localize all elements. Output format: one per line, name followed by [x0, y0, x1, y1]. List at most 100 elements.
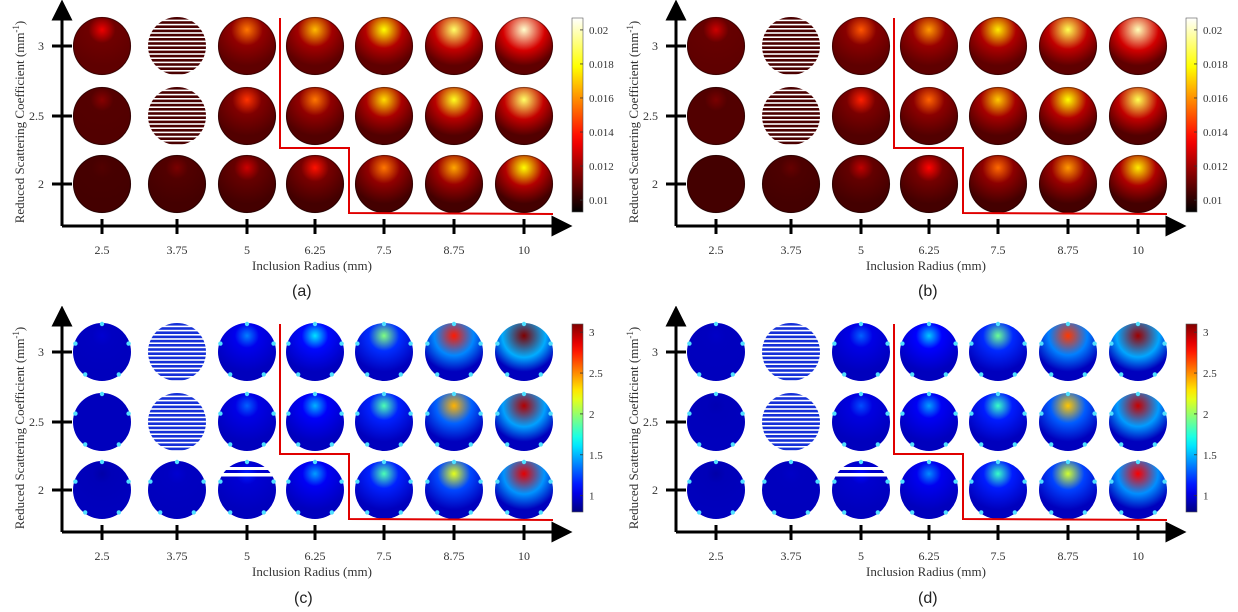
x-tick-label: 2.5 [95, 243, 110, 257]
heatmap-cell [831, 16, 891, 76]
panel-label-b: (b) [918, 283, 938, 300]
heatmap-cell [217, 86, 277, 146]
x-tick-label: 2.5 [709, 549, 724, 563]
heatmap-cell [425, 321, 483, 381]
colorbar-tick-label: 1 [589, 491, 595, 503]
y-tick-label: 2.5 [643, 415, 658, 429]
colorbar-tick-label: 2 [589, 409, 595, 421]
heatmap-cell [832, 391, 890, 451]
heatmap-cell [900, 459, 958, 519]
heatmap-cell [687, 321, 745, 381]
heatmap-cell [1039, 321, 1097, 381]
colorbar-tick-label: 0.016 [1203, 93, 1228, 105]
x-tick-label: 7.5 [377, 549, 392, 563]
heatmap-cell [148, 393, 206, 451]
x-tick-label: 7.5 [991, 243, 1006, 257]
heatmap-cell [218, 459, 276, 519]
x-tick-label: 3.75 [781, 243, 802, 257]
x-tick-label: 10 [518, 549, 530, 563]
heatmap-cell [1108, 154, 1168, 214]
heatmap-cell [1109, 459, 1167, 519]
heatmap-cell [286, 391, 344, 451]
heatmap-cell [687, 391, 745, 451]
heatmap-cell [424, 154, 484, 214]
heatmap-cell [968, 154, 1028, 214]
heatmap-cell [899, 86, 959, 146]
heatmap-cell [969, 321, 1027, 381]
heatmap-cell [148, 459, 206, 519]
x-tick-label: 5 [858, 549, 864, 563]
colorbar-tick-label: 0.018 [589, 59, 614, 71]
colorbar-tick-label: 1.5 [1203, 450, 1217, 462]
heatmap-cell [424, 86, 484, 146]
colorbar [1185, 323, 1198, 513]
heatmap-cell [900, 321, 958, 381]
x-tick-label: 2.5 [709, 243, 724, 257]
x-tick-label: 3.75 [781, 549, 802, 563]
heatmap-cell [687, 459, 745, 519]
heatmap-cell [832, 459, 890, 519]
x-tick-label: 8.75 [444, 549, 465, 563]
panel-label-d: (d) [918, 590, 938, 607]
panel-d-chart: 2.5 3.75 5 6.25 7.5 8.75 10 3 2.5 2 Inclusion Radi… [625, 306, 1217, 579]
panel-a-chart: 2.5 3.75 5 6.25 7.5 8.75 10 3 2.5 2 Inclusion Radi… [11, 0, 614, 273]
heatmap-cell [1108, 16, 1168, 76]
heatmap-cell [969, 391, 1027, 451]
y-tick-label: 2 [652, 483, 658, 497]
x-axis-label: Inclusion Radius (mm) [252, 258, 372, 273]
x-tick-label: 10 [518, 243, 530, 257]
x-tick-label: 8.75 [1058, 243, 1079, 257]
colorbar-tick-label: 3 [589, 327, 595, 339]
colorbar [571, 323, 584, 513]
heatmap-cell [285, 154, 345, 214]
y-axis-label: Reduced Scattering Coefficient (mm-1) [625, 21, 641, 224]
heatmap-cell [968, 16, 1028, 76]
y-axis-label: Reduced Scattering Coefficient (mm-1) [11, 327, 27, 530]
heatmap-cell [686, 86, 746, 146]
heatmap-cell [494, 86, 554, 146]
heatmap-cell [495, 391, 553, 451]
heatmap-cell [686, 154, 746, 214]
x-tick-label: 7.5 [377, 243, 392, 257]
y-tick-label: 2 [38, 177, 44, 191]
threshold-boundary [893, 324, 1168, 521]
heatmap-cell [762, 459, 820, 519]
y-tick-label: 3 [652, 39, 658, 53]
heatmap-cell [762, 323, 820, 381]
heatmap-cell [686, 16, 746, 76]
heatmap-cell [148, 87, 206, 145]
colorbar-tick-label: 0.018 [1203, 59, 1228, 71]
y-tick-label: 3 [652, 345, 658, 359]
heatmap-cell [285, 16, 345, 76]
heatmap-cell [425, 391, 483, 451]
threshold-boundary [893, 18, 1168, 215]
y-tick-label: 2.5 [29, 415, 44, 429]
heatmap-cell [286, 321, 344, 381]
heatmap-cell [494, 154, 554, 214]
heatmap-cell [762, 393, 820, 451]
heatmap-cell [494, 16, 554, 76]
colorbar [1185, 17, 1198, 213]
heatmap-cell [1038, 154, 1098, 214]
heatmap-cell [1109, 321, 1167, 381]
x-tick-label: 3.75 [167, 243, 188, 257]
x-tick-label: 8.75 [444, 243, 465, 257]
heatmap-cell [147, 154, 207, 214]
y-tick-label: 2.5 [643, 109, 658, 123]
x-tick-label: 5 [244, 549, 250, 563]
panel-label-c: (c) [294, 590, 313, 607]
x-tick-label: 3.75 [167, 549, 188, 563]
heatmap-cell [761, 154, 821, 214]
x-tick-label: 2.5 [95, 549, 110, 563]
x-axis-label: Inclusion Radius (mm) [866, 564, 986, 579]
heatmap-cell [218, 391, 276, 451]
heatmap-cell [762, 87, 820, 145]
heatmap-cell [831, 86, 891, 146]
heatmap-cell [495, 321, 553, 381]
heatmap-cell [1038, 16, 1098, 76]
heatmap-cell [355, 459, 413, 519]
colorbar-tick-label: 2.5 [1203, 368, 1217, 380]
heatmap-cell [73, 391, 131, 451]
panel-label-a: (a) [292, 283, 312, 300]
panel-c-chart: 2.5 3.75 5 6.25 7.5 8.75 10 3 2.5 2 Inclusion Radi… [11, 306, 603, 579]
